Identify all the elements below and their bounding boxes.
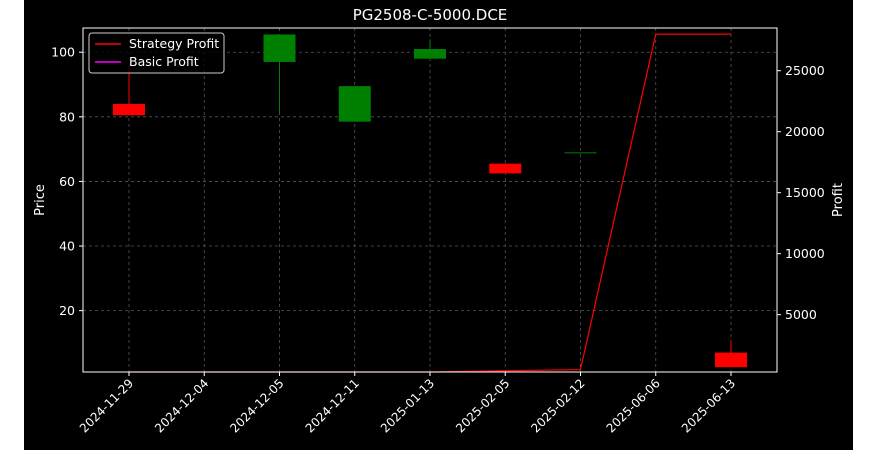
candles <box>113 34 747 368</box>
y-tick-label-right: 5000 <box>785 307 817 322</box>
legend-box <box>88 32 225 74</box>
y-axis-left: 20 40 60 80 100 <box>51 45 83 318</box>
y-tick-label-left: 40 <box>59 239 75 254</box>
candle-body <box>715 352 747 368</box>
candle-body <box>564 152 597 154</box>
figure-background <box>24 0 853 450</box>
candle-body <box>338 86 371 122</box>
y-tick-label-right: 20000 <box>785 124 825 139</box>
y-axis-label-left: Price <box>33 184 48 216</box>
candle-body <box>489 163 522 174</box>
legend-label-basic-profit: Basic Profit <box>129 54 199 69</box>
y-axis-right: 5000 10000 15000 20000 25000 <box>777 63 825 322</box>
y-tick-label-left: 20 <box>59 303 75 318</box>
candle-body <box>263 34 296 62</box>
y-tick-label-right: 25000 <box>785 63 825 78</box>
y-tick-label-right: 10000 <box>785 246 825 261</box>
chart-title: PG2508-C-5000.DCE <box>353 6 508 24</box>
y-tick-label-left: 80 <box>59 109 75 124</box>
y-axis-label-right: Profit <box>831 183 846 217</box>
candle-body <box>414 48 446 59</box>
y-tick-label-left: 100 <box>51 45 75 60</box>
y-tick-label-left: 60 <box>59 174 75 189</box>
legend: Strategy Profit Basic Profit <box>88 32 225 74</box>
candle-body <box>113 103 145 116</box>
y-tick-label-right: 15000 <box>785 185 825 200</box>
legend-label-strategy-profit: Strategy Profit <box>129 36 219 51</box>
